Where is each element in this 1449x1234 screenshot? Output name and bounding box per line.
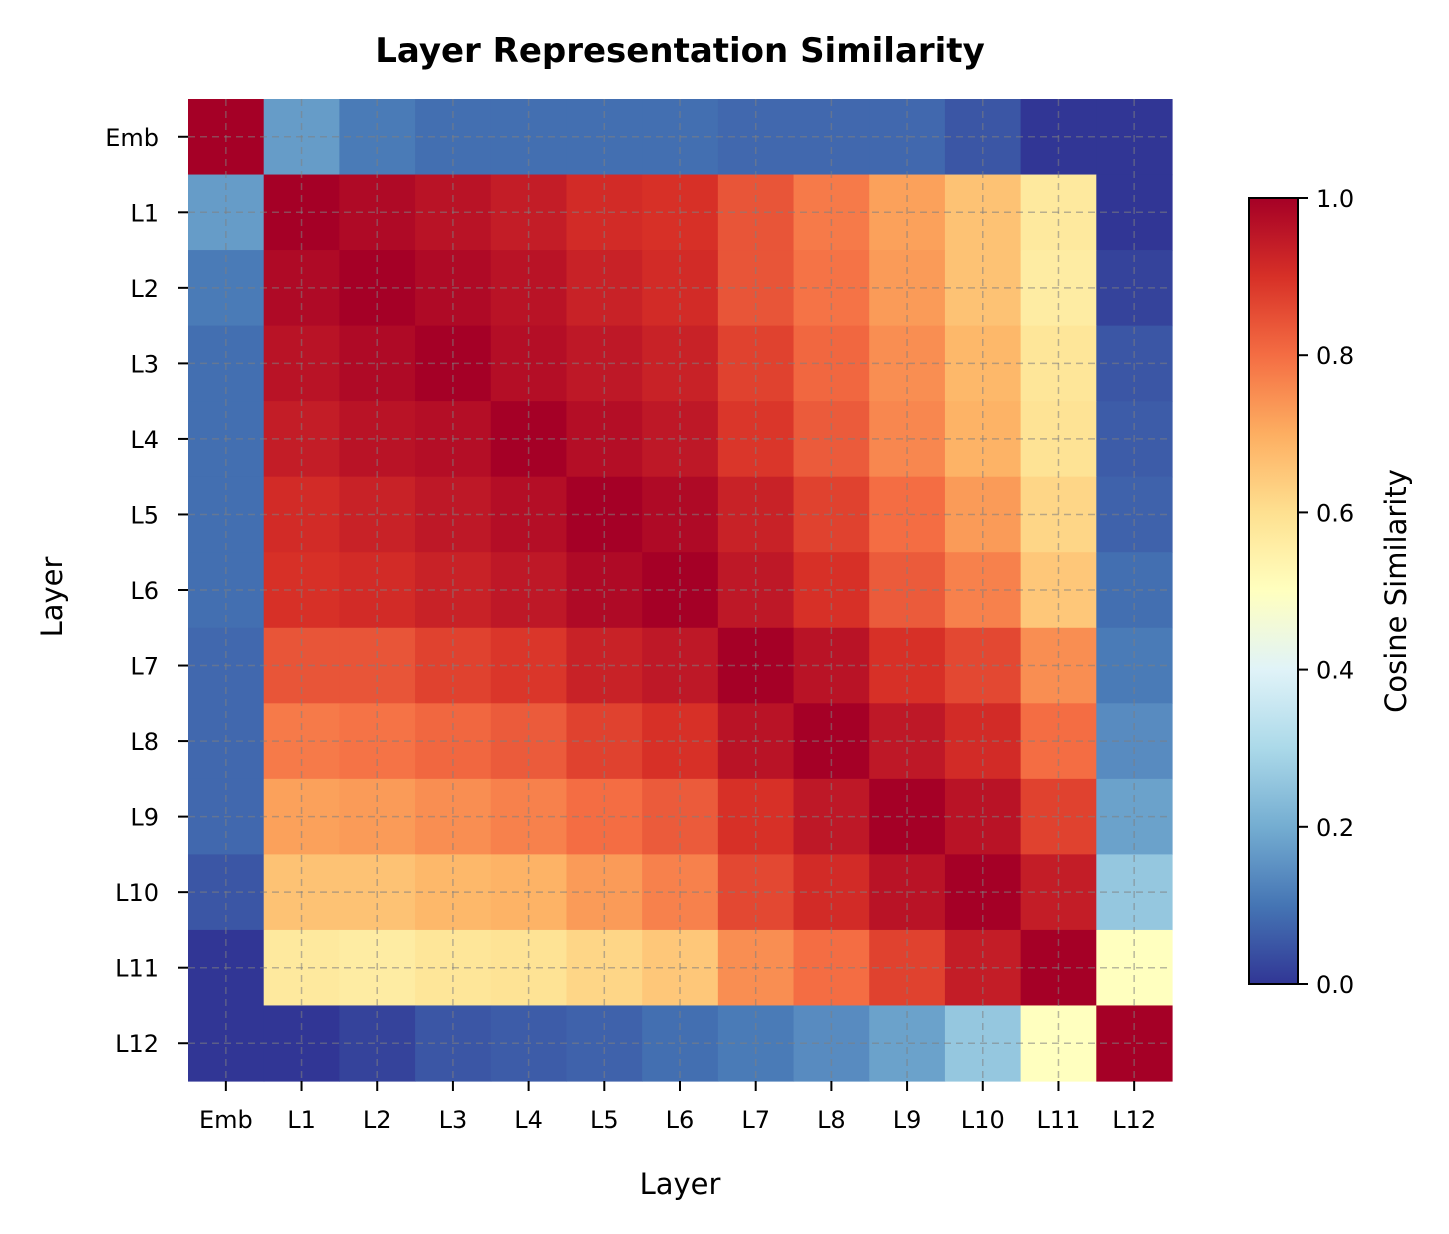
x-axis-ticks: Emb L1 L2 L3 L4 L5 L6 L7 L8 L9 L10 L11 L12: [199, 1081, 1156, 1134]
heatmap-cell: [1096, 250, 1173, 327]
colorbar-tick-label: 0.8: [1316, 342, 1354, 370]
y-tick-label: L1: [130, 199, 159, 227]
colorbar-tick-label: 0.2: [1316, 814, 1354, 842]
heatmap-cell: [566, 250, 643, 327]
y-tick-label: L11: [115, 955, 159, 983]
x-tick-label: L9: [893, 1106, 922, 1134]
heatmap-cell: [339, 250, 416, 327]
x-tick-label: L10: [961, 1106, 1005, 1134]
x-tick-label: Emb: [199, 1106, 253, 1134]
colorbar-tick-label: 0.0: [1316, 971, 1354, 999]
x-tick-label: L1: [287, 1106, 316, 1134]
y-tick-label: L5: [130, 501, 159, 529]
y-axis-ticks: Emb L1 L2 L3 L4 L5 L6 L7 L8 L9 L10 L11 L12: [105, 124, 188, 1058]
x-tick-label: L5: [590, 1106, 619, 1134]
x-tick-label: L3: [439, 1106, 468, 1134]
colorbar-label: Cosine Similarity: [1379, 469, 1413, 713]
colorbar-ticks: 0.0 0.2 0.4 0.6 0.8 1.0: [1298, 185, 1354, 999]
heatmap-cell: [339, 778, 416, 855]
heatmap-cell: [1096, 778, 1173, 855]
y-tick-label: L3: [130, 350, 159, 378]
y-tick-label: L10: [115, 879, 159, 907]
y-axis-label: Layer: [35, 556, 69, 637]
y-tick-label: L9: [130, 804, 159, 832]
y-tick-label: L12: [115, 1030, 159, 1058]
x-tick-label: L12: [1112, 1106, 1156, 1134]
y-tick-label: L6: [130, 577, 159, 605]
x-tick-label: L6: [666, 1106, 695, 1134]
heatmap-cell: [339, 1005, 416, 1082]
colorbar-tick-label: 0.4: [1316, 657, 1354, 685]
x-tick-label: L11: [1037, 1106, 1081, 1134]
y-tick-label: L4: [130, 426, 159, 454]
x-tick-label: L8: [817, 1106, 846, 1134]
heatmap-cell: [566, 1005, 643, 1082]
y-tick-label: L2: [130, 275, 159, 303]
x-axis-label: Layer: [640, 1167, 721, 1201]
y-tick-label: L8: [130, 728, 159, 756]
colorbar-tick-label: 1.0: [1316, 185, 1354, 213]
y-tick-label: Emb: [105, 124, 159, 152]
heatmap-cell: [566, 778, 643, 855]
heatmap-cell: [1096, 1005, 1173, 1082]
colorbar: [1248, 197, 1299, 985]
grid-lines: [188, 99, 1172, 1081]
x-tick-label: L4: [514, 1106, 543, 1134]
x-tick-label: L2: [363, 1106, 392, 1134]
y-tick-label: L7: [130, 653, 159, 681]
colorbar-tick-label: 0.6: [1316, 499, 1354, 527]
x-tick-label: L7: [741, 1106, 770, 1134]
chart-title: Layer Representation Similarity: [375, 31, 984, 71]
